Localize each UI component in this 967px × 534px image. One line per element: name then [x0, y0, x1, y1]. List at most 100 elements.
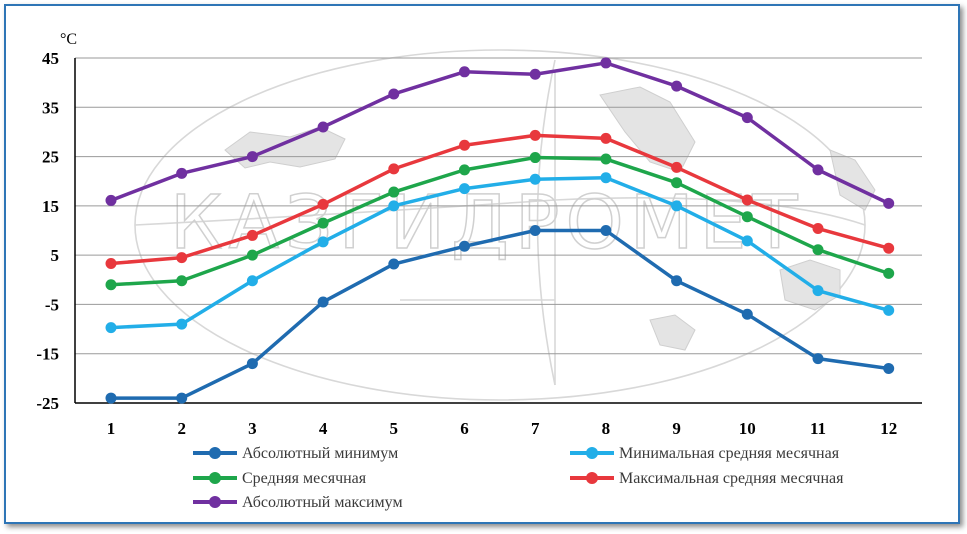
legend-swatch-marker [209, 496, 221, 508]
data-point [388, 200, 400, 212]
data-point [812, 285, 824, 297]
y-tick-label: 5 [51, 246, 60, 265]
series-2 [105, 172, 895, 334]
data-point [529, 152, 541, 164]
y-tick-label: -5 [45, 295, 59, 314]
watermark: КАЗГИДРОМЕТ [134, 49, 876, 401]
data-point [317, 217, 329, 229]
data-point [317, 121, 329, 133]
series-line [110, 176, 890, 330]
data-point [317, 198, 329, 210]
data-point [459, 66, 470, 78]
data-point [812, 223, 824, 235]
x-tick-label: 3 [248, 419, 257, 438]
data-point [105, 279, 117, 291]
y-tick-label: 25 [42, 148, 59, 167]
data-point [529, 225, 541, 236]
legend-label: Средняя месячная [242, 470, 367, 487]
data-point [883, 363, 895, 374]
x-tick-label: 4 [319, 419, 328, 438]
data-point [741, 194, 753, 206]
data-point [883, 304, 895, 316]
data-point [883, 267, 895, 279]
legend: Абсолютный минимум Минимальная средняя ме… [193, 445, 844, 511]
series-group [105, 57, 895, 404]
data-point [317, 296, 329, 308]
data-point [105, 258, 117, 270]
y-tick-label: -25 [36, 394, 59, 413]
x-tick-label: 12 [880, 419, 897, 438]
data-point [246, 229, 258, 241]
x-tick-label: 8 [602, 419, 611, 438]
data-point [812, 164, 824, 176]
data-point [883, 197, 895, 209]
x-tick-label: 9 [672, 419, 681, 438]
legend-swatch-marker [586, 447, 598, 459]
data-point [741, 112, 753, 124]
series-1 [105, 225, 895, 404]
data-point [529, 129, 541, 141]
data-point [671, 161, 683, 173]
series-4 [105, 129, 895, 270]
legend-item: Минимальная средняя месячная [570, 445, 840, 462]
data-point [741, 308, 753, 320]
legend-item: Абсолютный минимум [193, 445, 398, 462]
series-line [110, 133, 890, 266]
gridlines [75, 57, 922, 355]
series-line [111, 228, 889, 400]
x-tick-label: 6 [460, 419, 469, 438]
data-point [741, 235, 753, 247]
data-point [176, 167, 188, 179]
data-point [176, 275, 188, 287]
data-point [529, 173, 541, 185]
legend-swatch-marker [586, 472, 598, 484]
y-unit-label: °C [60, 31, 77, 48]
y-tick-label: 35 [42, 98, 59, 117]
data-point [176, 318, 188, 330]
data-point [459, 164, 470, 176]
data-point [600, 57, 612, 69]
data-point [812, 353, 824, 365]
data-point [671, 177, 683, 189]
data-point [459, 183, 470, 195]
data-point [388, 88, 400, 100]
legend-item: Абсолютный максимум [193, 494, 403, 511]
data-point [246, 249, 258, 261]
data-point [529, 68, 541, 80]
x-tick-label: 10 [739, 419, 756, 438]
legend-label: Максимальная средняя месячная [619, 470, 844, 487]
legend-label: Абсолютный минимум [242, 445, 398, 462]
x-tick-labels: 1 2 3 4 5 6 7 8 9 10 11 12 [107, 419, 897, 438]
data-point [671, 80, 683, 92]
data-point [600, 132, 612, 144]
data-point [388, 186, 400, 198]
y-tick-label: -15 [36, 345, 59, 364]
data-point [812, 244, 824, 256]
x-tick-label: 1 [107, 419, 116, 438]
y-tick-label: 45 [42, 49, 59, 68]
data-point [246, 275, 258, 287]
data-point [388, 258, 400, 270]
data-point [317, 236, 329, 248]
data-point [176, 252, 188, 264]
data-point [459, 240, 470, 252]
y-tick-labels: 45 35 25 15 5 -5 -15 -25 [36, 49, 59, 413]
data-point [600, 225, 612, 236]
series-5 [105, 57, 895, 209]
data-point [388, 163, 400, 175]
legend-item: Средняя месячная [193, 470, 367, 487]
series-3 [105, 152, 895, 291]
x-tick-label: 2 [177, 419, 186, 438]
x-tick-label: 11 [810, 419, 826, 438]
watermark-text: КАЗГИДРОМЕТ [170, 180, 804, 266]
data-point [741, 211, 753, 223]
legend-swatch-marker [209, 447, 221, 459]
data-point [671, 200, 683, 212]
x-tick-label: 5 [390, 419, 399, 438]
legend-label: Минимальная средняя месячная [619, 445, 840, 462]
data-point [600, 153, 612, 165]
legend-item: Максимальная средняя месячная [570, 470, 844, 487]
data-point [883, 242, 895, 254]
series-line [110, 61, 890, 205]
